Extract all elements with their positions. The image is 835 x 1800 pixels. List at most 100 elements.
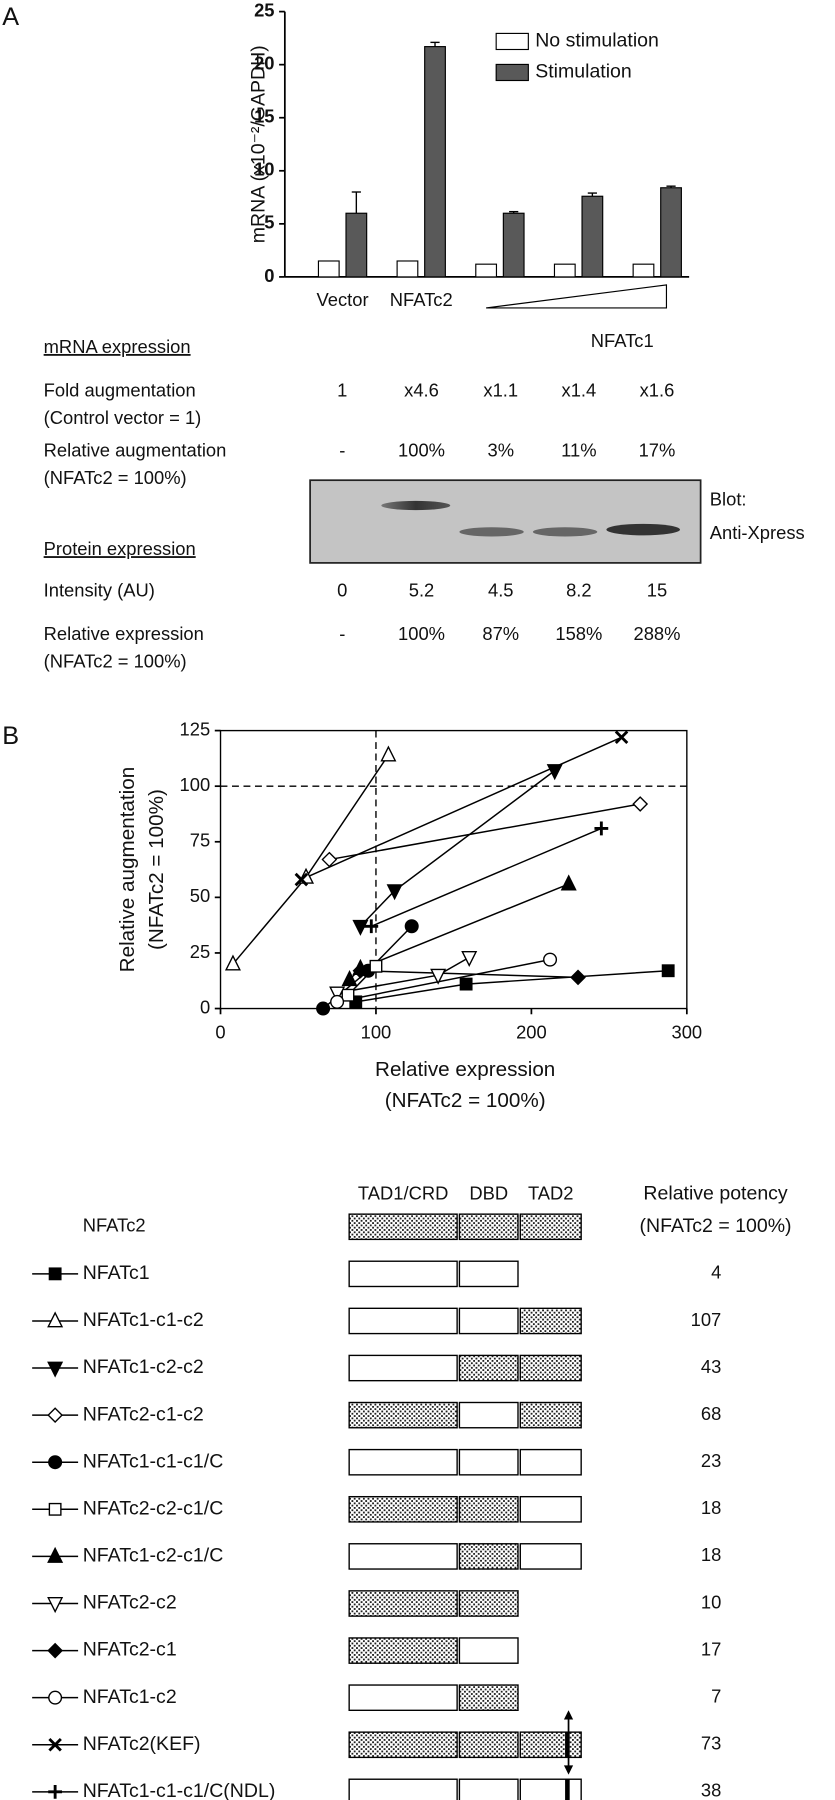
potency-value: 43 [701,1356,721,1377]
bar [632,263,655,278]
table-cell: 17% [639,439,676,460]
y-axis-label: mRNA (x10⁻²/GAPDH) [248,45,270,243]
table-cell: x1.4 [562,380,597,401]
domain-box [348,1731,458,1759]
table-cell: 158% [555,623,602,644]
bar [345,212,368,278]
section-heading: Protein expression [44,538,196,559]
domain-header: TAD1/CRD [358,1182,448,1203]
marker [47,1361,64,1378]
bar [581,195,604,278]
table-cell: 3% [487,439,514,460]
domain-box [348,1637,458,1664]
domain-box [458,1637,519,1664]
marker [459,977,473,991]
y-tick-label: 75 [190,830,210,851]
marker [546,764,563,781]
construct-name: NFATc2 [83,1215,146,1236]
bar [424,46,446,278]
error-bar [430,41,440,47]
domain-box [519,1354,582,1382]
blot-image [309,479,702,564]
domain-box [519,1778,582,1800]
domain-box [348,1260,458,1288]
potency-value: 38 [701,1780,721,1800]
marker [48,1502,62,1516]
table-cell: 100% [398,439,445,460]
marker [224,954,241,971]
marker [632,796,649,812]
construct-name: NFATc1-c1-c1/C(NDL) [83,1780,276,1800]
bar [660,187,682,278]
domain-box [458,1260,519,1288]
construct-name: NFATc1-c1-c2 [83,1309,204,1331]
marker [321,851,338,868]
potency-value: 107 [691,1309,722,1330]
potency-header: (NFATc2 = 100%) [640,1215,792,1237]
marker [330,994,345,1009]
bar [396,260,419,278]
domain-box [348,1543,458,1570]
marker [349,995,363,1009]
error-bar [509,210,519,214]
domain-box [519,1495,582,1523]
marker [369,959,383,973]
domain-box [348,1684,458,1711]
table-cell: - [339,439,345,460]
marker [386,884,403,901]
domain-box [348,1401,458,1429]
series-line [329,803,641,861]
potency-value: 7 [711,1686,721,1707]
potency-value: 18 [701,1544,721,1565]
table-cell: 0 [337,579,347,600]
marker [48,1455,63,1470]
bar [317,260,340,278]
domain-box [519,1448,582,1476]
x-tick-label: 100 [361,1022,392,1043]
potency-value: 73 [701,1733,721,1754]
marker [48,1738,62,1752]
x-tick-label: 300 [672,1022,703,1043]
section-heading: mRNA expression [44,336,191,357]
mutation-site [565,1732,570,1758]
marker [47,1407,63,1423]
construct-name: NFATc1-c1-c1/C [83,1450,224,1472]
marker [48,1784,63,1799]
table-cell: 8.2 [566,579,592,600]
legend-swatch [495,32,529,51]
marker [48,1690,63,1705]
panel-label: B [2,722,19,750]
y-axis-label: (NFATc2 = 100%) [145,789,168,950]
table-cell: 100% [398,623,445,644]
domain-box [458,1543,519,1570]
domain-box [519,1307,582,1335]
row-label: Fold augmentation [44,380,196,401]
series-line [336,956,470,994]
domain-box [348,1495,458,1523]
domain-box [458,1684,519,1711]
y-tick-label: 10 [254,159,274,180]
table-cell: - [339,623,345,644]
legend-label: No stimulation [535,30,659,52]
y-tick-label: 5 [264,212,274,233]
x-axis-label: (NFATc2 = 100%) [385,1089,546,1112]
construct-name: NFATc1 [83,1262,150,1284]
group-label: NFATc1 [591,330,654,351]
domain-box [519,1213,582,1241]
table-cell: 4.5 [488,579,514,600]
y-axis-label: Relative augmentation [116,767,139,973]
domain-box [348,1590,458,1617]
potency-value: 23 [701,1450,721,1471]
y-tick-label: 0 [264,265,274,286]
marker [48,1267,62,1281]
table-cell: 15 [647,579,667,600]
construct-name: NFATc2-c1-c2 [83,1403,204,1425]
domain-box [519,1543,582,1570]
row-sublabel: (NFATc2 = 100%) [44,651,187,672]
x-tick-label: 0 [215,1022,225,1043]
marker [329,986,346,1003]
marker [570,969,586,986]
x-tick-label: NFATc2 [390,289,453,310]
